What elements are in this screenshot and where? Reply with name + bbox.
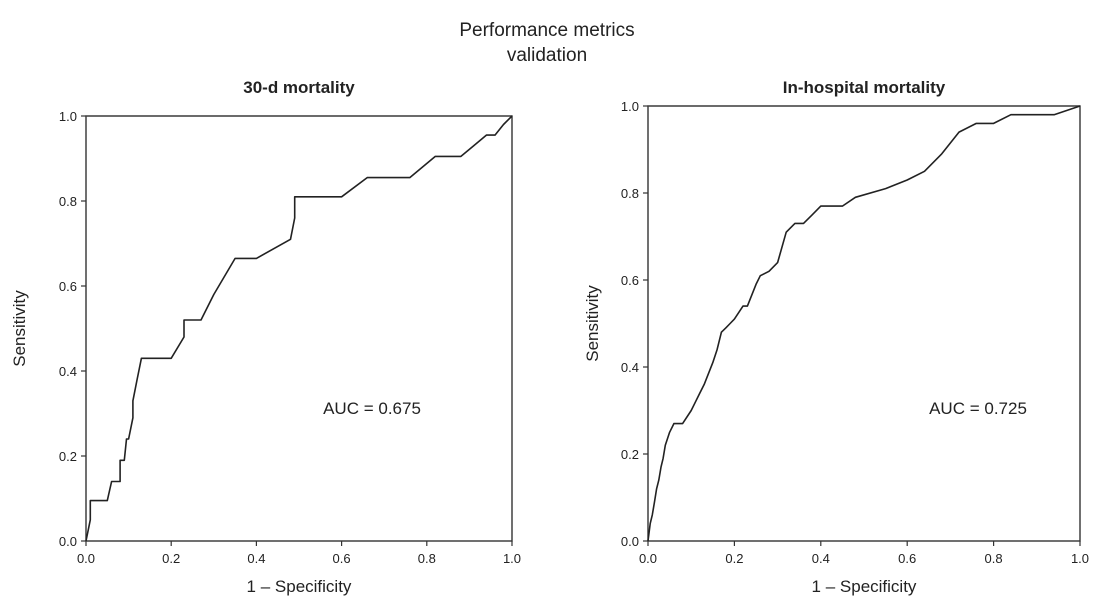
chart-0-x-tick-label: 0.4 [247,551,265,566]
chart-0-x-tick-label: 0.0 [77,551,95,566]
chart-0-roc-curve [85,115,513,542]
panel-30d-mortality: 30-d mortality 0.0 0.2 0.4 0.6 0.8 1.0 0.0 0.2 0.… [10,78,521,596]
chart-1-y-tick-label: 0.4 [621,360,639,375]
chart-0-x-tick-label: 1.0 [503,551,521,566]
chart-0-y-axis-label: Sensitivity [10,290,29,367]
chart-0-y-tick-label: 0.2 [59,449,77,464]
chart-0-y-tick-label: 0.8 [59,194,77,209]
chart-1-y-tick-label: 0.2 [621,447,639,462]
figure-title-line1: Performance metrics [459,20,634,41]
chart-1-x-tick-label: 1.0 [1071,551,1089,566]
chart-0-x-axis-label: 1 – Specificity [247,577,352,596]
chart-1-title: In-hospital mortality [783,78,946,97]
chart-0-auc-annotation: AUC = 0.675 [323,399,421,418]
chart-0-x-tick-label: 0.6 [333,551,351,566]
chart-1-x-tick-label: 0.0 [639,551,657,566]
chart-1-x-tick-label: 0.6 [898,551,916,566]
chart-0-plot-frame [85,115,513,542]
chart-0-y-tick-label: 0.6 [59,279,77,294]
chart-0-y-tick-label: 0.4 [59,364,77,379]
chart-1-x-tick-label: 0.4 [812,551,830,566]
chart-1-y-tick-label: 1.0 [621,99,639,114]
chart-0-y-tick-label: 0.0 [59,534,77,549]
chart-1-y-tick-label: 0.0 [621,534,639,549]
chart-0-y-tick-label: 1.0 [59,109,77,124]
panel-in-hospital-mortality: In-hospital mortality 0.0 0.2 0.4 0.6 0.8 1.0 0… [583,78,1089,596]
chart-1-auc-annotation: AUC = 0.725 [929,399,1027,418]
chart-1-y-tick-label: 0.8 [621,186,639,201]
chart-1-roc-curve [647,105,1081,542]
chart-1-x-tick-label: 0.2 [725,551,743,566]
chart-0-x-tick-label: 0.2 [162,551,180,566]
chart-1-x-axis-label: 1 – Specificity [812,577,917,596]
chart-1-y-axis-label: Sensitivity [583,285,602,362]
chart-0-x-tick-label: 0.8 [418,551,436,566]
chart-1-y-tick-label: 0.6 [621,273,639,288]
figure-title-line2: validation [507,45,587,66]
chart-0-title: 30-d mortality [243,78,355,97]
chart-1-plot-frame [647,105,1081,542]
chart-1-x-tick-label: 0.8 [985,551,1003,566]
